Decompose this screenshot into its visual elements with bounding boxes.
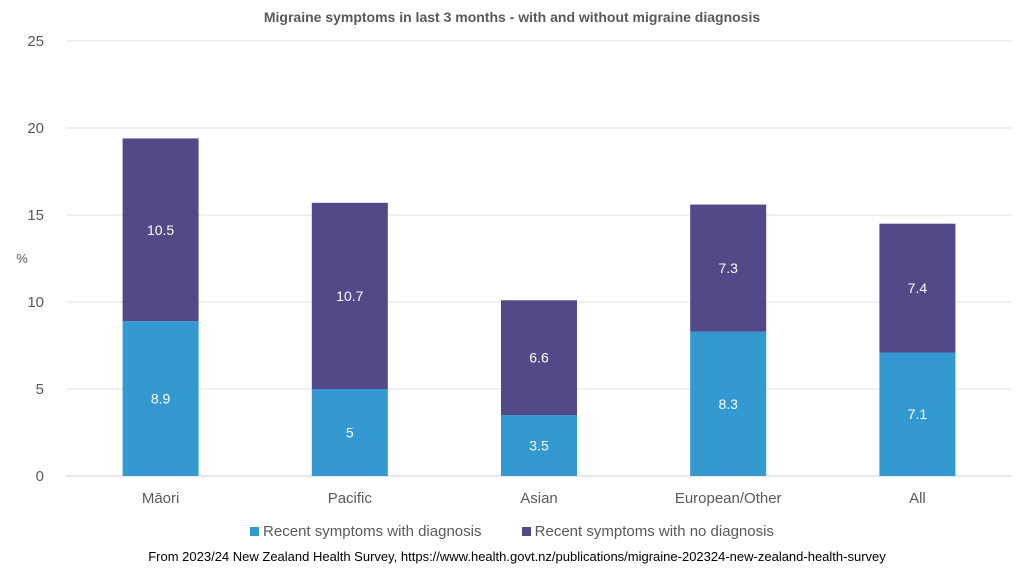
- y-tick-label: 25: [27, 33, 44, 50]
- data-label: 5: [346, 425, 354, 441]
- data-label: 3.5: [529, 438, 549, 454]
- data-label: 7.4: [908, 280, 928, 296]
- y-tick-label: 0: [36, 468, 44, 485]
- y-axis-label: %: [16, 251, 28, 266]
- bar-segment: [122, 138, 199, 322]
- x-tick-label: All: [909, 490, 926, 507]
- legend-label: Recent symptoms with no diagnosis: [534, 523, 774, 540]
- chart-title: Migraine symptoms in last 3 months - wit…: [263, 9, 761, 25]
- legend-item-with-diagnosis: Recent symptoms with diagnosis: [250, 523, 481, 540]
- x-tick-label: Pacific: [328, 490, 373, 507]
- legend: Recent symptoms with diagnosis Recent sy…: [0, 523, 1024, 540]
- bar-segment: [122, 321, 199, 476]
- bar-segment: [879, 223, 956, 353]
- y-tick-label: 5: [36, 381, 44, 398]
- x-tick-label: Māori: [142, 490, 180, 507]
- bar-segment: [501, 300, 577, 416]
- bar-segment: [501, 415, 577, 476]
- bar-segment: [690, 204, 767, 332]
- legend-item-no-diagnosis: Recent symptoms with no diagnosis: [521, 523, 774, 540]
- legend-swatch: [521, 527, 531, 536]
- data-label: 10.7: [336, 288, 363, 304]
- x-tick-label: Asian: [520, 490, 558, 507]
- source-note: From 2023/24 New Zealand Health Survey, …: [148, 549, 886, 564]
- data-label: 8.9: [151, 391, 171, 407]
- bar-segment: [690, 331, 767, 476]
- data-label: 8.3: [718, 396, 738, 412]
- y-tick-label: 15: [27, 207, 44, 224]
- bar-segment: [311, 202, 388, 389]
- y-tick-label: 10: [27, 294, 44, 311]
- y-tick-label: 20: [27, 120, 44, 137]
- x-tick-label: European/Other: [675, 490, 782, 507]
- legend-swatch: [250, 527, 260, 536]
- data-label: 7.1: [908, 406, 928, 422]
- bar-segment: [879, 352, 956, 476]
- data-label: 6.6: [529, 350, 549, 366]
- legend-label: Recent symptoms with diagnosis: [263, 523, 482, 540]
- data-label: 7.3: [718, 260, 738, 276]
- data-label: 10.5: [147, 222, 174, 238]
- bar-segment: [311, 389, 388, 476]
